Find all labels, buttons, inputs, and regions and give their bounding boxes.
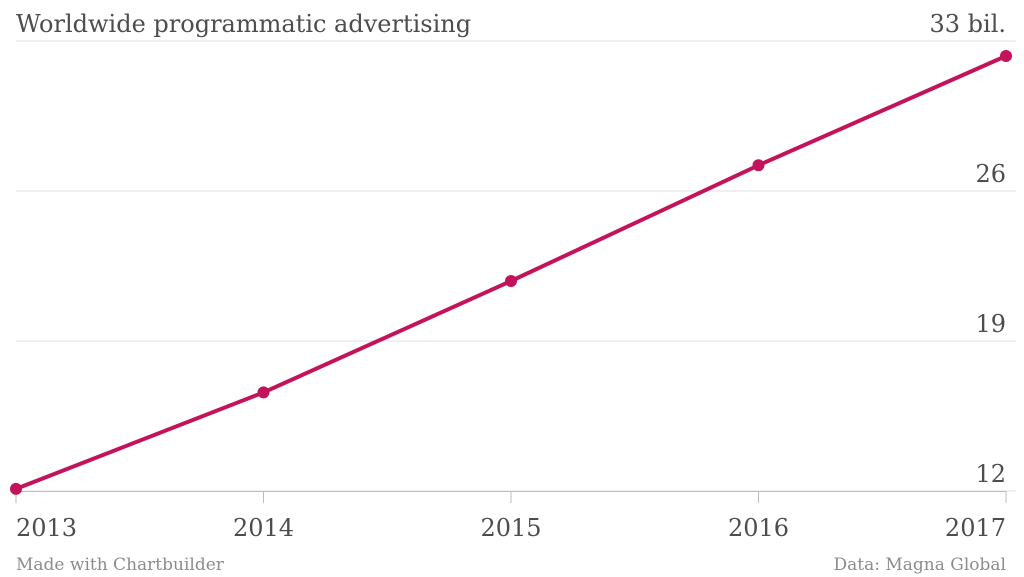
data-point — [10, 482, 22, 495]
y-tick-labels: 12 19 26 33 bil. — [929, 10, 1006, 488]
data-point — [1000, 50, 1012, 62]
y-tick-label: 12 — [975, 460, 1006, 488]
y-tick-label: 19 — [975, 310, 1006, 338]
data-point — [505, 275, 517, 287]
data-point — [257, 386, 270, 399]
data-point — [752, 159, 765, 172]
gridlines — [16, 40, 1016, 492]
x-axis: 2013 2014 2015 2016 2017 — [15, 491, 1007, 542]
series-line — [14, 54, 1008, 491]
chart-credit: Made with Chartbuilder — [16, 555, 225, 575]
x-tick-label: 2016 — [728, 514, 789, 542]
x-tick-label: 2013 — [16, 514, 77, 542]
y-tick-label: 26 — [975, 160, 1006, 188]
series-layer — [10, 50, 1012, 495]
data-source: Data: Magna Global — [834, 555, 1006, 575]
y-tick-label: 33 bil. — [929, 10, 1006, 38]
chart-title: Worldwide programmatic advertising — [16, 10, 471, 38]
x-tick-label: 2017 — [945, 514, 1006, 542]
x-tick-label: 2015 — [480, 514, 541, 542]
x-tick-label: 2014 — [233, 514, 294, 542]
